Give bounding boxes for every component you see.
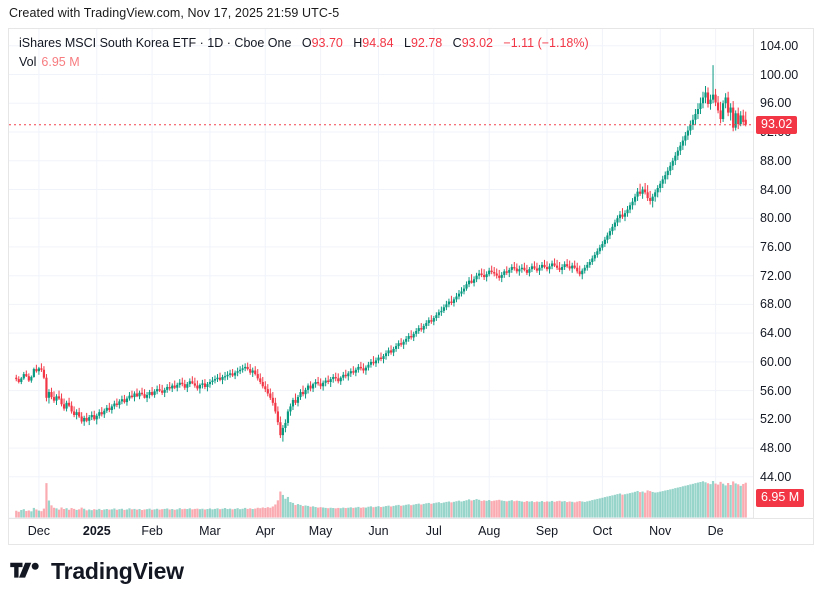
price-axis-tick: 96.00 [760,96,792,111]
price-axis-tick: 104.00 [760,38,799,53]
price-axis-tick: 48.00 [760,441,792,456]
price-axis-tick: 84.00 [760,182,792,197]
time-axis-label: May [308,524,333,538]
price-axis-tick: 72.00 [760,268,792,283]
price-axis[interactable]: 104.00100.0096.0092.0088.0084.0080.0076.… [753,29,813,518]
current-price-badge[interactable]: 93.02 [756,115,798,134]
time-axis-label: Jun [368,524,389,538]
time-axis-label: Mar [199,524,221,538]
tradingview-logo-icon [10,561,42,582]
price-axis-tick: 76.00 [760,239,792,254]
chart-frame: iShares MSCI South Korea ETF · 1D · Cboe… [8,28,814,519]
time-axis-label: Apr [255,524,276,538]
time-axis-label: 2025 [82,524,111,538]
price-axis-tick: 80.00 [760,211,792,226]
price-axis-tick: 44.00 [760,469,792,484]
time-axis-label: Aug [478,524,501,538]
price-axis-tick: 88.00 [760,153,792,168]
time-axis-label: Oct [592,524,613,538]
volume-badge[interactable]: 6.95 M [756,489,805,507]
price-axis-tick: 52.00 [760,412,792,427]
time-axis-label: Dec [27,524,51,538]
tradingview-footer: TradingView [10,558,184,585]
attribution-text: Created with TradingView.com, Nov 17, 20… [9,6,340,20]
plot-area[interactable] [9,29,754,518]
time-axis-label: Feb [141,524,163,538]
price-axis-tick: 100.00 [760,67,799,82]
tradingview-logo-text: TradingView [51,558,184,584]
time-axis-label: Sep [535,524,559,538]
price-axis-tick: 60.00 [760,354,792,369]
time-axis[interactable]: Dec 2025 Feb Mar Apr May Jun Jul Aug Sep Oct Nov De [8,519,814,545]
time-axis-label: Nov [649,524,672,538]
time-axis-label: De [707,524,724,538]
price-axis-tick: 56.00 [760,383,792,398]
candlestick-chart-svg [9,29,754,518]
time-axis-label: Jul [425,524,442,538]
price-axis-tick: 64.00 [760,326,792,341]
price-axis-tick: 68.00 [760,297,792,312]
